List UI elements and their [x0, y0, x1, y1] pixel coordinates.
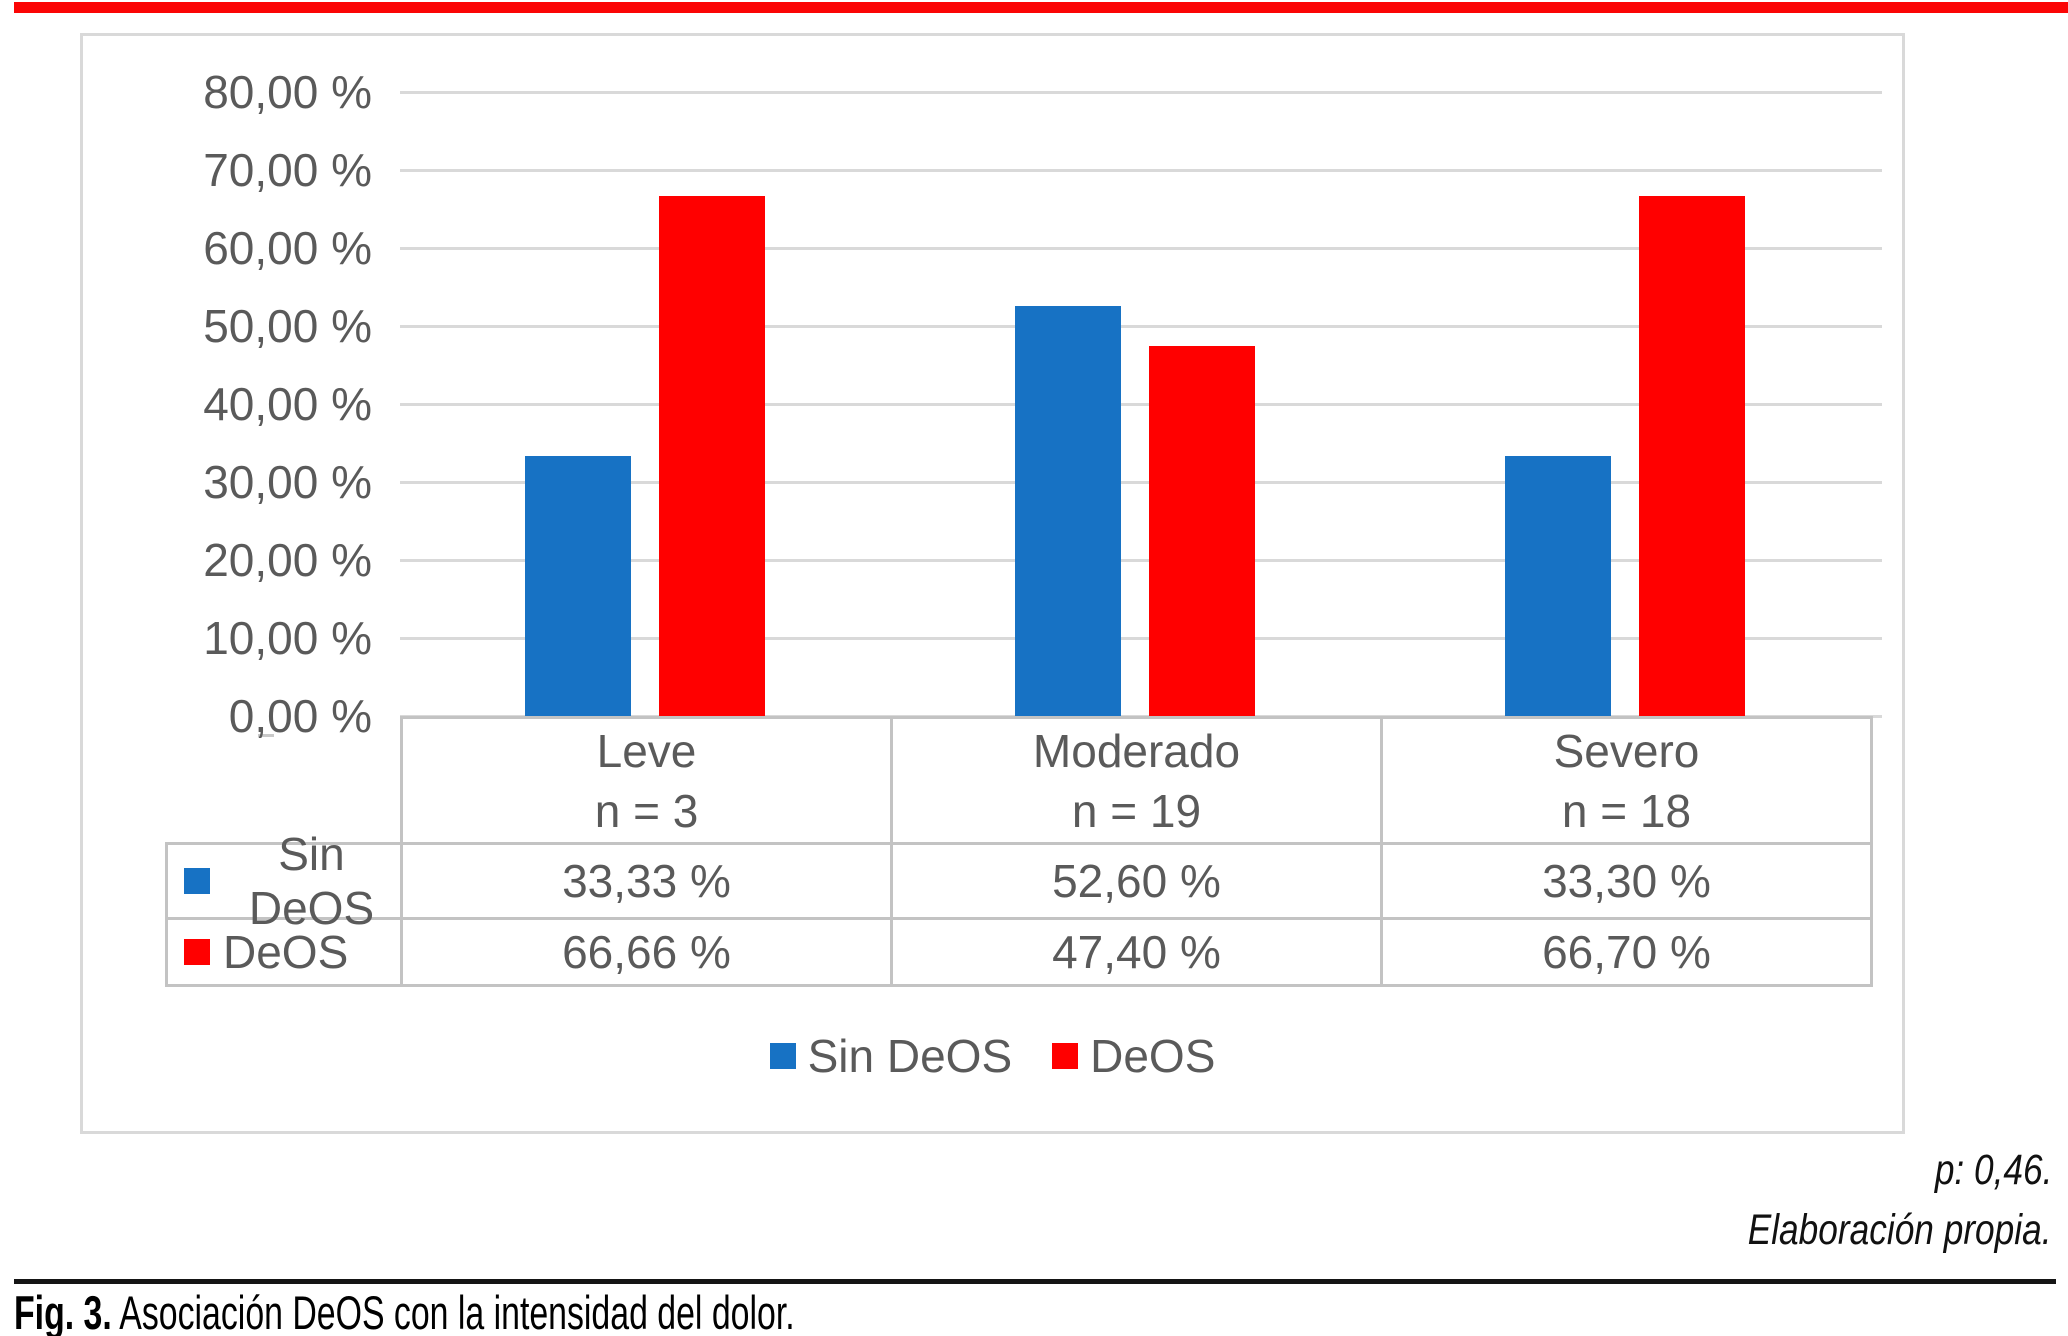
y-axis-label: 60,00 % — [203, 222, 372, 274]
series-swatch-icon — [184, 939, 210, 965]
value-cell: 52,60 % — [1052, 855, 1221, 907]
table-line — [1870, 716, 1873, 987]
row-header-cell: Sin DeOS — [168, 828, 400, 934]
value-cell: 33,30 % — [1542, 855, 1711, 907]
legend: Sin DeOS DeOS — [80, 1026, 1905, 1086]
figure-caption: Fig. 3. Asociación DeOS con la intensida… — [14, 1289, 795, 1336]
y-axis-label: 80,00 % — [203, 66, 372, 118]
category-label: Moderado — [1032, 724, 1241, 777]
table-line — [165, 917, 1873, 920]
gridline — [400, 247, 1882, 250]
series-name: Sin DeOS — [248, 828, 375, 934]
gridline — [400, 169, 1882, 172]
category-sublabel: n = 18 — [1561, 784, 1692, 837]
category-header-cell: Moderado n = 19 — [893, 719, 1380, 842]
y-axis-label: 0,00 % — [228, 690, 372, 742]
gridline — [400, 559, 1882, 562]
value-cell: 66,66 % — [562, 926, 731, 978]
gridline — [400, 91, 1882, 94]
table-line — [400, 716, 403, 987]
y-axis-label: 10,00 % — [203, 612, 372, 664]
category-header-cell: Leve n = 3 — [403, 719, 890, 842]
caption-rule — [14, 1279, 2056, 1284]
y-axis-label: 30,00 % — [203, 456, 372, 508]
legend-item-deos: DeOS — [1052, 1029, 1215, 1083]
value-cell: 47,40 % — [1052, 926, 1221, 978]
category-label: Leve — [596, 724, 697, 777]
p-value-note: p: 0,46. — [1934, 1146, 2052, 1194]
bar-sin-deos — [525, 456, 631, 716]
category-header-cell: Severo n = 18 — [1383, 719, 1870, 842]
gridline — [400, 481, 1882, 484]
category-sublabel: n = 19 — [1071, 784, 1202, 837]
y-axis-label: 70,00 % — [203, 144, 372, 196]
value-cell: 33,33 % — [562, 855, 731, 907]
top-red-rule — [14, 2, 2068, 13]
legend-swatch-deos-icon — [1052, 1043, 1079, 1069]
table-line — [400, 716, 1873, 719]
legend-swatch-sin-deos-icon — [769, 1043, 796, 1069]
series-name: DeOS — [223, 926, 349, 978]
y-axis-label: 20,00 % — [203, 534, 372, 586]
bar-deos — [1639, 196, 1745, 716]
legend-label: Sin DeOS — [807, 1030, 1013, 1082]
series-swatch-icon — [184, 868, 210, 894]
legend-item-sin-deos: Sin DeOS — [769, 1029, 1013, 1083]
legend-label: DeOS — [1090, 1030, 1216, 1082]
bar-sin-deos — [1015, 306, 1121, 716]
gridline — [400, 637, 1882, 640]
y-axis-label: 40,00 % — [203, 378, 372, 430]
category-sublabel: n = 3 — [594, 784, 699, 837]
axis-tick — [258, 734, 274, 737]
bar-sin-deos — [1505, 456, 1611, 716]
bar-deos — [1149, 346, 1255, 716]
gridline — [400, 325, 1882, 328]
table-line — [1380, 716, 1383, 987]
figure-label: Fig. 3. — [14, 1286, 112, 1336]
source-note: Elaboración propia. — [1748, 1206, 2052, 1254]
figure-caption-text: Asociación DeOS con la intensidad del do… — [111, 1286, 795, 1336]
value-cell: 66,70 % — [1542, 926, 1711, 978]
table-line — [165, 842, 168, 987]
table-line — [165, 842, 1873, 845]
row-header-cell: DeOS — [168, 920, 400, 984]
category-label: Severo — [1553, 724, 1700, 777]
bar-deos — [659, 196, 765, 716]
y-axis-label: 50,00 % — [203, 300, 372, 352]
table-line — [890, 716, 893, 987]
table-line — [165, 984, 1873, 987]
gridline — [400, 403, 1882, 406]
